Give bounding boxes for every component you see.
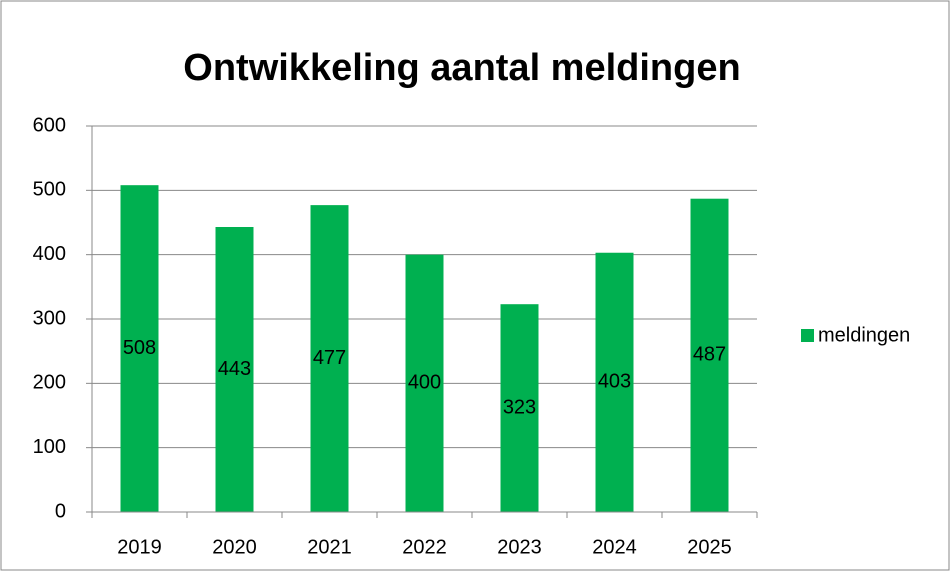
data-label: 443: [218, 358, 251, 380]
x-tick-label: 2023: [497, 536, 542, 558]
x-tick-label: 2024: [592, 536, 637, 558]
x-tick-label: 2022: [402, 536, 447, 558]
bar: [595, 252, 634, 512]
y-tick-label: 100: [33, 436, 66, 458]
data-label: 477: [313, 347, 346, 369]
bar: [690, 198, 729, 513]
data-label: 323: [503, 396, 536, 418]
y-tick-label: 600: [33, 114, 66, 136]
x-tick-label: 2025: [687, 536, 732, 558]
x-tick-label: 2019: [117, 536, 162, 558]
data-label: 403: [598, 371, 631, 393]
y-tick-label: 400: [33, 243, 66, 265]
legend-label: meldingen: [818, 324, 910, 346]
x-tick-label: 2020: [212, 536, 257, 558]
y-tick-label: 200: [33, 372, 66, 394]
data-label: 400: [408, 372, 441, 394]
chart-title: Ontwikkeling aantal meldingen: [183, 47, 740, 89]
x-tick-label: 2021: [307, 536, 352, 558]
y-tick-label: 0: [55, 500, 66, 522]
bar: [310, 205, 349, 512]
legend-swatch: [801, 329, 814, 342]
y-tick-label: 500: [33, 179, 66, 201]
bar: [500, 304, 539, 512]
bar: [120, 185, 159, 513]
bar: [215, 227, 254, 512]
data-label: 487: [693, 344, 726, 366]
bar: [405, 254, 444, 512]
y-tick-label: 300: [33, 307, 66, 329]
data-label: 508: [123, 337, 156, 359]
